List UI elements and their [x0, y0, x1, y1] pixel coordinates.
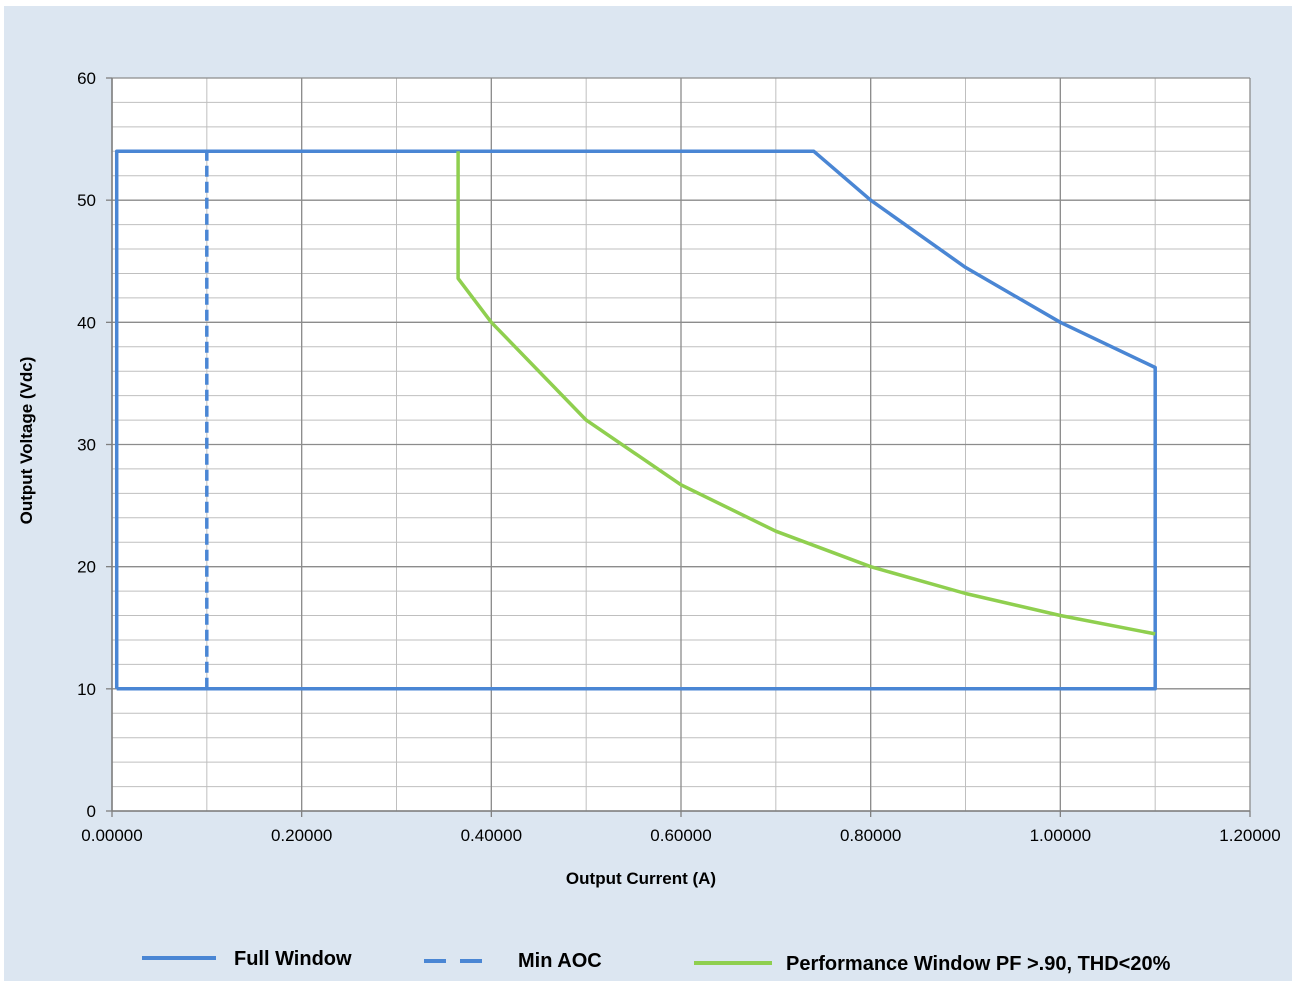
x-tick-label: 0.60000	[650, 826, 711, 845]
chart-area: 0.00000 0.20000 0.40000 0.60000 0.80000 1.000…	[4, 6, 1292, 981]
x-tick-label: 0.80000	[840, 826, 901, 845]
legend-label-performance-window: Performance Window PF >.90, THD<20%	[786, 953, 1171, 975]
y-tick-label: 10	[77, 680, 96, 699]
y-tick-label: 60	[77, 69, 96, 88]
tick-labels: 0.00000 0.20000 0.40000 0.60000 0.80000 1.000…	[77, 69, 1281, 845]
legend-label-min-aoc: Min AOC	[518, 950, 602, 972]
x-tick-label: 0.40000	[461, 826, 522, 845]
x-tick-label: 1.20000	[1219, 826, 1280, 845]
y-tick-label: 50	[77, 191, 96, 210]
series-line-2	[456, 151, 1156, 636]
series-line-0	[114, 149, 1157, 691]
y-tick-label: 40	[77, 313, 96, 332]
x-tick-label: 0.00000	[81, 826, 142, 845]
line-chart: 0.00000 0.20000 0.40000 0.60000 0.80000 1.000…	[17, 69, 1281, 975]
x-axis-title: Output Current (A)	[566, 869, 716, 888]
legend: Full Window Min AOC Performance Window P…	[142, 948, 1171, 975]
y-tick-label: 20	[77, 558, 96, 577]
y-tick-label: 0	[87, 802, 96, 821]
y-axis-title: Output Voltage (Vdc)	[17, 357, 36, 525]
x-tick-label: 0.20000	[271, 826, 332, 845]
x-tick-label: 1.00000	[1030, 826, 1091, 845]
axes	[106, 77, 1251, 817]
series-layer	[114, 149, 1157, 691]
y-tick-label: 30	[77, 436, 96, 455]
legend-label-full-window: Full Window	[234, 948, 352, 970]
